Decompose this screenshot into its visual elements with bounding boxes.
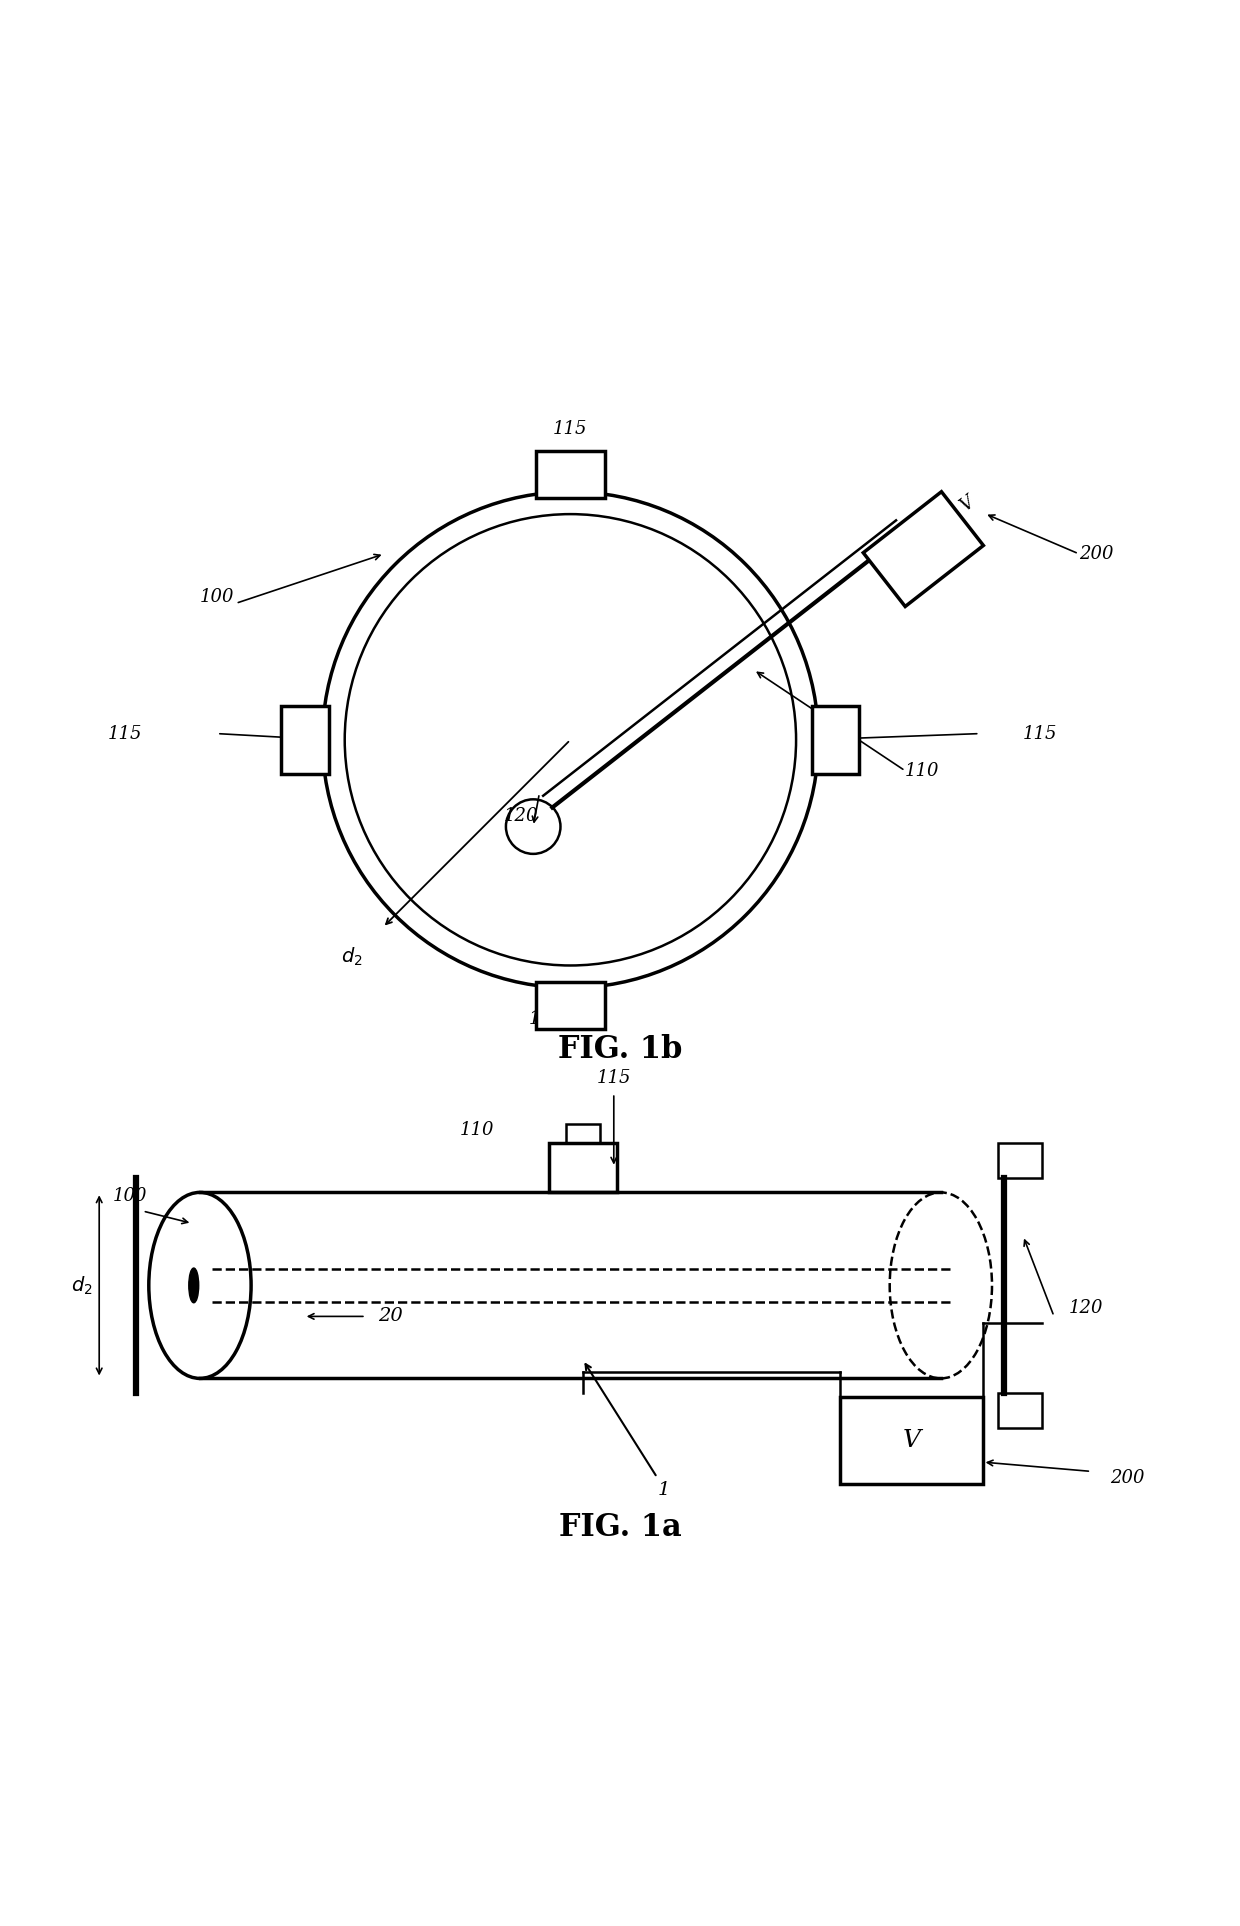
Text: 100: 100 [200, 587, 234, 607]
Text: 115: 115 [596, 1069, 631, 1086]
Text: FIG. 1a: FIG. 1a [559, 1512, 681, 1543]
Text: V: V [956, 493, 978, 516]
Text: 120: 120 [503, 807, 538, 824]
Bar [998, 1392, 1042, 1427]
Text: 115: 115 [528, 1009, 563, 1028]
Bar [812, 705, 859, 774]
Text: 200: 200 [1110, 1470, 1145, 1487]
Bar [998, 1142, 1042, 1177]
Bar [841, 1396, 982, 1483]
Text: 110: 110 [905, 763, 940, 780]
Text: 115: 115 [553, 420, 588, 439]
Text: 200: 200 [1079, 545, 1114, 562]
Text: 20: 20 [378, 1308, 403, 1325]
Bar [536, 982, 605, 1028]
Bar [536, 451, 605, 499]
Text: FIG. 1b: FIG. 1b [558, 1034, 682, 1065]
Text: $d_2$: $d_2$ [72, 1275, 93, 1296]
Text: 115: 115 [1023, 724, 1058, 743]
Text: 1: 1 [657, 1481, 670, 1498]
Text: V: V [903, 1429, 920, 1452]
Bar [565, 1125, 600, 1142]
Bar [863, 491, 983, 607]
Text: 100: 100 [113, 1186, 148, 1206]
Bar [549, 1142, 618, 1192]
Bar [281, 705, 329, 774]
Text: $d_2$: $d_2$ [341, 946, 362, 969]
Ellipse shape [188, 1267, 198, 1302]
Text: 115: 115 [108, 724, 143, 743]
Text: 120: 120 [1069, 1298, 1104, 1317]
Text: 110: 110 [460, 1121, 495, 1140]
